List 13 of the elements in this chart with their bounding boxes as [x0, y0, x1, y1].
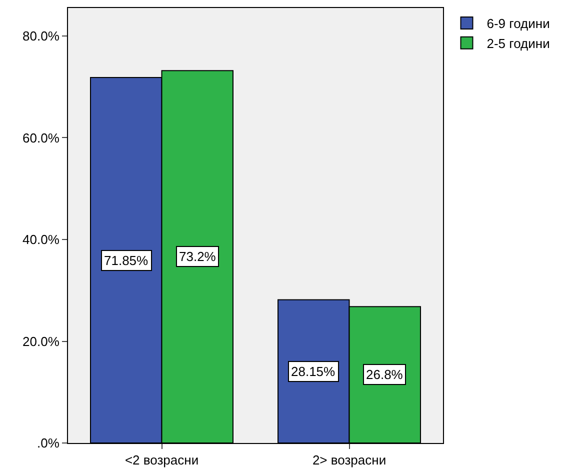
- y-tick-label: .0%: [36, 436, 60, 451]
- y-tick-label: 20.0%: [22, 334, 60, 349]
- data-label: 73.2%: [179, 249, 216, 264]
- legend-label: 2-5 години: [486, 36, 550, 51]
- data-label: 71.85%: [104, 253, 149, 268]
- data-label: 26.8%: [366, 367, 404, 382]
- y-tick-label: 40.0%: [22, 232, 60, 248]
- y-tick-label: 80.0%: [22, 28, 60, 44]
- x-tick-label: 2> возрасни: [312, 452, 386, 468]
- y-tick-label: 60.0%: [22, 130, 60, 146]
- data-label: 28.15%: [291, 364, 336, 379]
- x-tick-label: <2 возрасни: [124, 452, 199, 468]
- legend-label: 6-9 години: [486, 16, 550, 32]
